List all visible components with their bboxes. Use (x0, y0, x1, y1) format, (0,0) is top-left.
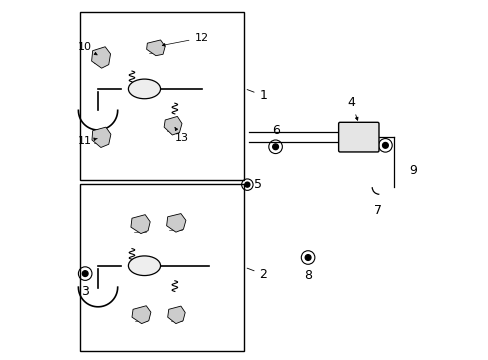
Bar (80, 184, 244, 351)
Text: 1: 1 (246, 89, 267, 102)
Text: 4: 4 (347, 96, 357, 120)
Polygon shape (92, 127, 111, 148)
Text: 10: 10 (78, 42, 97, 55)
Bar (80, 12, 244, 180)
Polygon shape (167, 306, 185, 324)
Circle shape (272, 144, 278, 150)
Polygon shape (132, 306, 151, 324)
Text: 11: 11 (78, 136, 97, 147)
Text: 7: 7 (373, 204, 381, 217)
Text: 5: 5 (253, 178, 261, 191)
Text: 6: 6 (271, 124, 279, 137)
Ellipse shape (128, 79, 160, 99)
Text: 12: 12 (162, 33, 208, 46)
Polygon shape (131, 215, 150, 234)
Polygon shape (91, 47, 110, 68)
Circle shape (305, 255, 310, 260)
Circle shape (244, 182, 249, 187)
Text: 2: 2 (246, 268, 267, 281)
Polygon shape (166, 213, 185, 232)
Text: 8: 8 (304, 269, 311, 282)
Text: 3: 3 (81, 285, 89, 298)
FancyBboxPatch shape (338, 122, 378, 152)
Polygon shape (164, 116, 182, 135)
Circle shape (382, 143, 387, 148)
Text: 9: 9 (408, 164, 417, 177)
Text: 13: 13 (175, 127, 188, 143)
Polygon shape (146, 40, 165, 56)
Ellipse shape (128, 256, 160, 275)
Circle shape (82, 271, 88, 276)
